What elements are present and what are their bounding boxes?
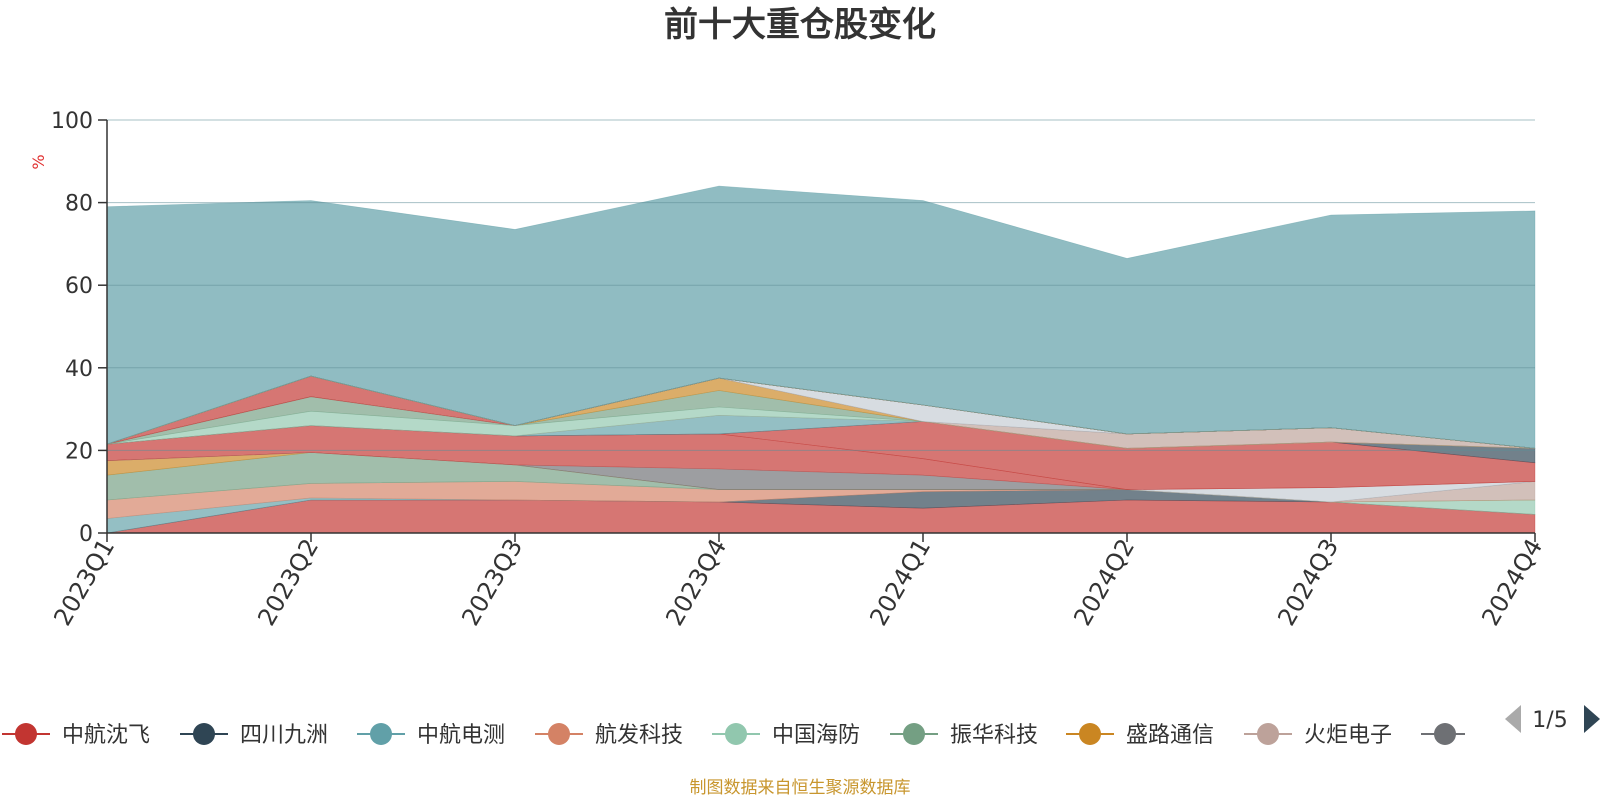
legend-item[interactable]: 中国海防 xyxy=(712,723,860,748)
y-tick-label: 100 xyxy=(51,109,93,134)
legend-label: 火炬电子 xyxy=(1304,723,1392,748)
legend-item[interactable]: 四川九洲 xyxy=(180,723,328,748)
legend-label: 振华科技 xyxy=(950,723,1038,748)
area-series-42 xyxy=(106,185,1536,449)
y-tick-label: 20 xyxy=(65,439,93,464)
x-tick-label: 2024Q2 xyxy=(1068,534,1140,630)
legend-marker-icon xyxy=(903,723,925,745)
y-tick-label: 40 xyxy=(65,357,93,382)
legend-label: 四川九洲 xyxy=(240,723,328,748)
chart-title: 前十大重仓股变化 xyxy=(664,5,936,45)
legend-marker-icon xyxy=(1079,723,1101,745)
x-tick-label: 2023Q4 xyxy=(660,534,732,630)
legend-pager: 1/5 xyxy=(1505,705,1600,733)
grid-lines xyxy=(107,119,1535,451)
legend-prev-page-icon[interactable] xyxy=(1505,705,1521,733)
legend-item[interactable]: 振华科技 xyxy=(890,723,1038,748)
legend-label: 中航沈飞 xyxy=(62,723,150,748)
legend-item[interactable]: 火炬电子 xyxy=(1244,723,1392,748)
y-axis-unit-label: % xyxy=(29,154,48,169)
legend-label: 中国海防 xyxy=(772,723,860,748)
legend-next-page-icon[interactable] xyxy=(1584,705,1600,733)
legend-label: 航发科技 xyxy=(595,723,683,748)
legend-marker-icon xyxy=(370,723,392,745)
legend-marker-icon xyxy=(725,723,747,745)
legend-label: 中航电测 xyxy=(417,723,505,748)
x-tick-label: 2023Q3 xyxy=(456,534,528,630)
legend-marker-icon xyxy=(193,723,215,745)
legend-page-indicator: 1/5 xyxy=(1532,708,1567,733)
legend-item[interactable]: 盛路通信 xyxy=(1066,723,1214,748)
legend-marker-icon xyxy=(548,723,570,745)
y-tick-label: 60 xyxy=(65,274,93,299)
legend-marker-icon xyxy=(15,723,37,745)
x-tick-label: 2023Q1 xyxy=(48,534,120,630)
legend-item[interactable]: 中航电测 xyxy=(357,723,505,748)
legend-label: 盛路通信 xyxy=(1126,723,1214,748)
legend-item[interactable]: 航发科技 xyxy=(535,723,683,748)
stacked-areas xyxy=(106,185,1536,534)
legend-marker-icon xyxy=(1257,723,1279,745)
x-tick-label: 2023Q2 xyxy=(252,534,324,630)
legend: 中航沈飞 四川九洲 中航电测 航发科技 中国海防 振华科技 盛路通信 火炬电子 鸿远电子 xyxy=(2,723,1569,748)
x-tick-label: 2024Q4 xyxy=(1476,534,1548,630)
x-tick-label: 2024Q3 xyxy=(1272,534,1344,630)
legend-marker-icon xyxy=(1434,723,1456,745)
footer-source-note: 制图数据来自恒生聚源数据库 xyxy=(690,778,911,798)
y-tick-label: 80 xyxy=(65,192,93,217)
y-tick-label: 0 xyxy=(79,522,93,547)
x-tick-label: 2024Q1 xyxy=(864,534,936,630)
legend-item[interactable]: 鸿远电子 xyxy=(1421,723,1569,748)
legend-item[interactable]: 中航沈飞 xyxy=(2,723,150,748)
